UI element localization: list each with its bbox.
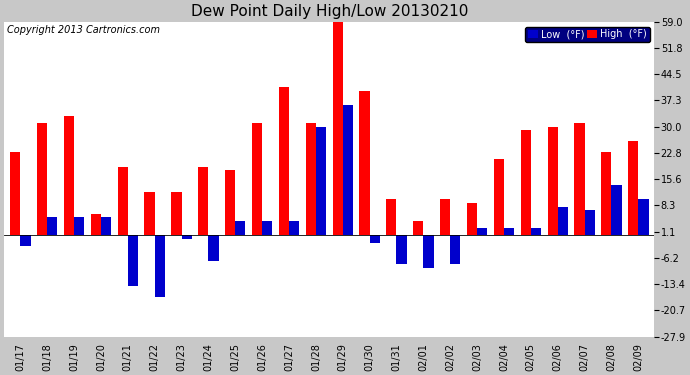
Bar bbox=[467, 203, 477, 236]
Bar bbox=[494, 159, 504, 236]
Bar bbox=[611, 185, 622, 236]
Bar bbox=[155, 236, 165, 297]
Bar bbox=[101, 217, 111, 236]
Bar bbox=[208, 236, 219, 261]
Legend: Low  (°F), High  (°F): Low (°F), High (°F) bbox=[525, 27, 649, 42]
Bar bbox=[477, 228, 487, 236]
Bar bbox=[252, 123, 262, 236]
Bar bbox=[74, 217, 84, 236]
Bar bbox=[521, 130, 531, 236]
Bar bbox=[584, 210, 595, 236]
Bar bbox=[413, 221, 424, 236]
Bar bbox=[63, 116, 74, 236]
Bar bbox=[574, 123, 584, 236]
Bar bbox=[628, 141, 638, 236]
Bar bbox=[451, 236, 460, 264]
Bar bbox=[547, 127, 558, 236]
Bar bbox=[262, 221, 273, 236]
Bar bbox=[235, 221, 246, 236]
Bar bbox=[397, 236, 406, 264]
Bar bbox=[306, 123, 316, 236]
Bar bbox=[424, 236, 433, 268]
Bar bbox=[128, 236, 138, 286]
Bar bbox=[440, 199, 451, 236]
Bar bbox=[558, 207, 568, 236]
Title: Dew Point Daily High/Low 20130210: Dew Point Daily High/Low 20130210 bbox=[190, 4, 468, 19]
Text: Copyright 2013 Cartronics.com: Copyright 2013 Cartronics.com bbox=[7, 26, 160, 35]
Bar bbox=[370, 236, 380, 243]
Bar bbox=[181, 236, 192, 239]
Bar bbox=[225, 170, 235, 236]
Bar bbox=[343, 105, 353, 236]
Bar bbox=[316, 127, 326, 236]
Bar bbox=[47, 217, 57, 236]
Bar bbox=[386, 199, 397, 236]
Bar bbox=[638, 199, 649, 236]
Bar bbox=[504, 228, 514, 236]
Bar bbox=[279, 87, 289, 236]
Bar bbox=[117, 166, 128, 236]
Bar bbox=[333, 11, 343, 236]
Bar bbox=[198, 166, 208, 236]
Bar bbox=[90, 214, 101, 236]
Bar bbox=[144, 192, 155, 236]
Bar bbox=[10, 152, 20, 236]
Bar bbox=[37, 123, 47, 236]
Bar bbox=[20, 236, 30, 246]
Bar bbox=[531, 228, 541, 236]
Bar bbox=[171, 192, 181, 236]
Bar bbox=[359, 91, 370, 236]
Bar bbox=[289, 221, 299, 236]
Bar bbox=[601, 152, 611, 236]
